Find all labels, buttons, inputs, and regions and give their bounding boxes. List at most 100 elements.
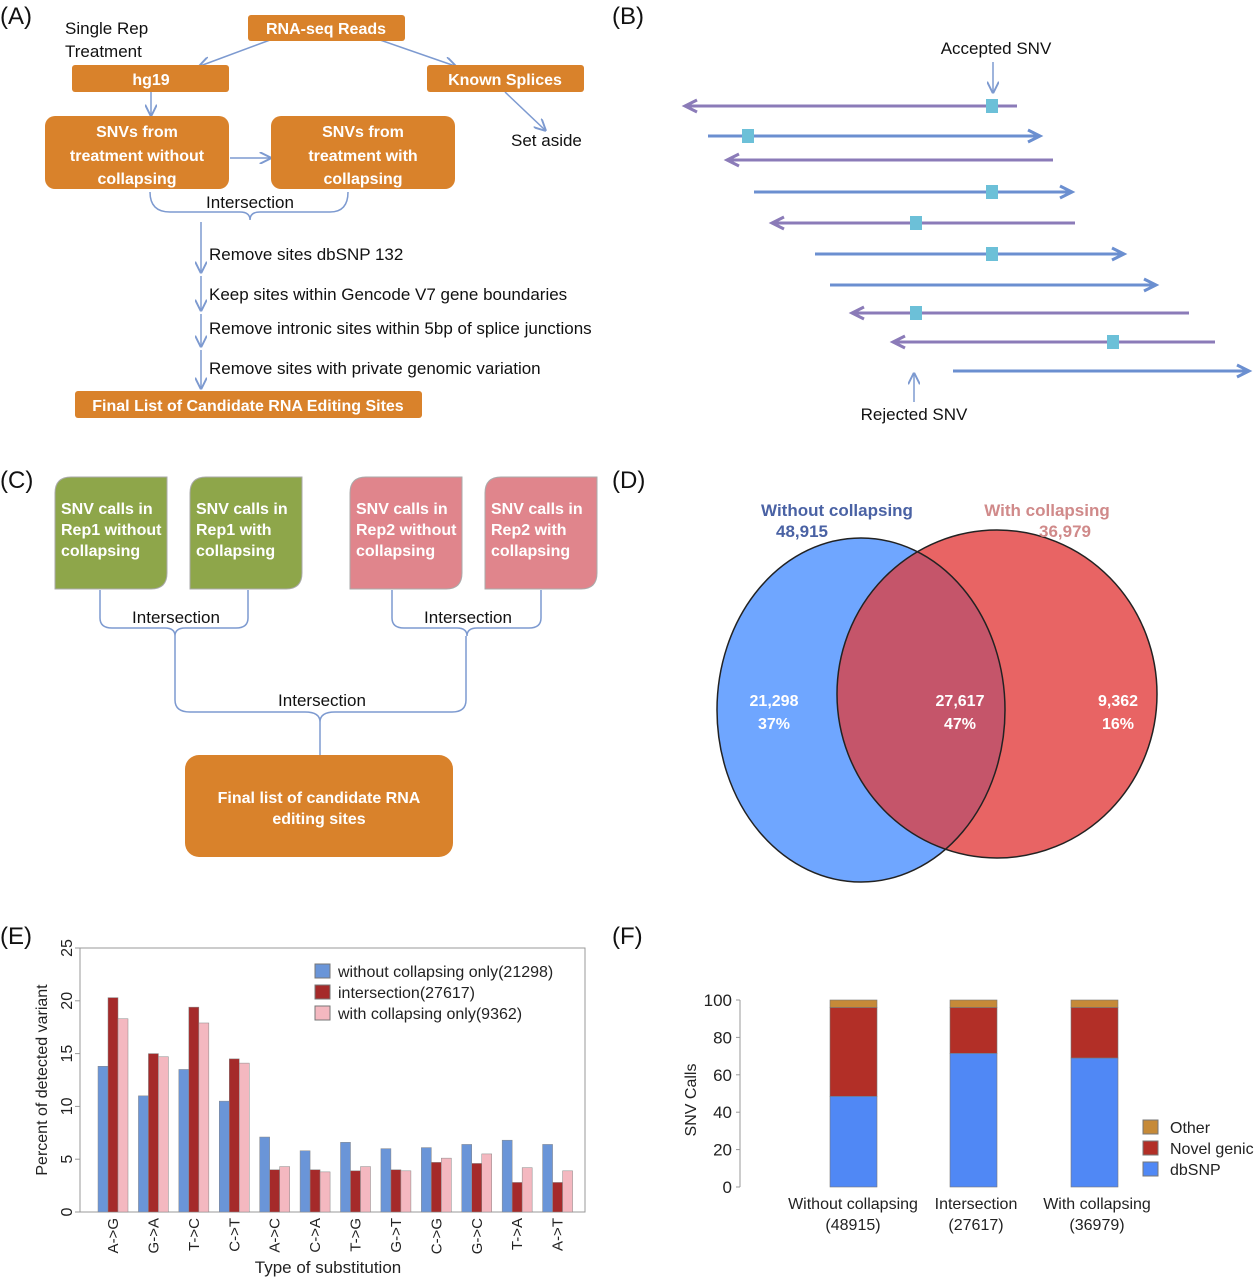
legend-swatch — [1142, 1119, 1159, 1135]
intersection-label: Intersection — [424, 608, 512, 627]
panel-a-flowchart — [150, 39, 545, 388]
x-tick-label: Without collapsing — [788, 1196, 918, 1213]
bar — [481, 1153, 492, 1213]
bar — [542, 1144, 553, 1213]
snv-marker — [986, 99, 998, 113]
x-axis-label: Type of substitution — [255, 1258, 401, 1277]
y-tick-label: 20 — [713, 1141, 732, 1160]
snv-calls-box-line: collapsing — [196, 543, 275, 560]
bar — [340, 1142, 351, 1213]
x-tick-label: T->G — [348, 1218, 365, 1252]
chart-e-substitution: 0 5 10 15 20 25 Percent of detected variant A->… — [34, 939, 586, 1277]
snv-calls-box — [54, 476, 168, 590]
bar — [239, 1062, 250, 1213]
final-candidate-line: Final list of candidate RNA — [218, 790, 421, 807]
venn-right-title: With collapsing — [984, 501, 1109, 520]
snv-marker — [986, 185, 998, 199]
bar — [501, 1139, 513, 1213]
panel-label-b: (B) — [612, 3, 644, 30]
read-arrowhead — [848, 305, 865, 321]
snv-calls-box-line: SNV calls in — [356, 501, 448, 518]
bar — [107, 997, 119, 1213]
known-splices-label: Known Splices — [448, 72, 562, 89]
y-axis-label: SNV Calls — [683, 1064, 700, 1137]
read-arrowhead — [681, 98, 698, 114]
final-list-label: Final List of Candidate RNA Editing Site… — [92, 398, 404, 415]
snv-marker — [1107, 335, 1119, 349]
legend-swatch — [1142, 1161, 1159, 1177]
stacked-bar-segment — [1070, 999, 1119, 1008]
snv-calls-box-line: SNV calls in — [196, 501, 288, 518]
single-rep-label: Single Rep — [65, 19, 148, 38]
bar — [552, 1182, 563, 1213]
x-tick-label: G->C — [469, 1218, 486, 1254]
x-tick-label: C->G — [428, 1218, 445, 1254]
panel-label-e: (E) — [0, 923, 32, 950]
snv-marker — [910, 216, 922, 230]
y-tick-label: 20 — [59, 992, 76, 1010]
bar — [178, 1069, 190, 1213]
snv-calls-box-line: SNV calls in — [61, 501, 153, 518]
bar — [400, 1170, 412, 1213]
rejected-snv-label: Rejected SNV — [861, 405, 968, 424]
x-tick-label: T->A — [509, 1218, 526, 1250]
read-arrowhead — [1236, 363, 1253, 379]
treatment-label: Treatment — [65, 42, 142, 61]
legend-label: dbSNP — [1170, 1162, 1221, 1179]
y-tick-label: 40 — [713, 1103, 732, 1122]
venn-right-total: 36,979 — [1039, 522, 1091, 541]
snv-without-box — [45, 116, 229, 189]
snv-calls-box — [349, 476, 463, 590]
x-tick-label: With collapsing — [1043, 1196, 1151, 1213]
y-tick-label: 60 — [713, 1066, 732, 1085]
read-arrowhead — [1027, 128, 1044, 144]
rna-seq-reads-label: RNA-seq Reads — [266, 21, 386, 38]
venn-left-count: 21,298 — [750, 693, 799, 710]
panel-label-a: (A) — [0, 3, 32, 30]
panel-label-f: (F) — [612, 923, 643, 950]
bar — [309, 1169, 321, 1213]
y-tick-label: 0 — [59, 1207, 76, 1216]
snv-calls-box-line: collapsing — [356, 543, 435, 560]
venn-outline — [836, 529, 1158, 859]
snv-without-line: SNVs from — [96, 124, 178, 141]
bar — [299, 1150, 311, 1213]
bar — [380, 1148, 392, 1213]
y-tick-label: 5 — [59, 1155, 76, 1164]
legend-label: Novel genic — [1170, 1141, 1254, 1158]
final-list-box — [75, 391, 422, 418]
snv-without-line: treatment without — [70, 148, 205, 165]
snv-calls-box-line: Rep2 with — [491, 522, 567, 539]
bar — [511, 1182, 523, 1213]
snv-calls-box-line: Rep1 without — [61, 522, 162, 539]
snv-calls-box-line: collapsing — [61, 543, 140, 560]
bar — [117, 1018, 129, 1213]
filter-step: Remove intronic sites within 5bp of spli… — [209, 319, 592, 338]
read-arrowhead — [768, 215, 785, 231]
venn-left-total: 48,915 — [776, 522, 828, 541]
bar — [390, 1169, 402, 1213]
snv-with-box — [271, 116, 455, 189]
x-tick-label: A->G — [105, 1218, 122, 1253]
panel-b-reads — [681, 98, 1253, 379]
read-arrowhead — [889, 334, 906, 350]
x-tick-label: G->A — [145, 1218, 162, 1253]
bar — [471, 1163, 482, 1213]
bar — [360, 1166, 371, 1213]
y-axis-label: Percent of detected variant — [34, 984, 51, 1176]
x-tick-label: A->T — [550, 1218, 567, 1251]
legend-swatch — [314, 1005, 331, 1021]
stacked-bar-segment — [829, 1007, 878, 1097]
stacked-bar-segment — [829, 1096, 878, 1188]
legend-label: Other — [1170, 1120, 1211, 1137]
set-aside-label: Set aside — [511, 131, 582, 150]
chart-f-snv-calls: 0 20 40 60 80 100 SNV Calls Without collapsing (… — [683, 991, 1254, 1234]
snv-with-line: treatment with — [308, 148, 417, 165]
snv-calls-box-line: Rep1 with — [196, 522, 272, 539]
y-tick-label: 100 — [704, 991, 732, 1010]
snv-marker — [742, 129, 754, 143]
filter-step: Keep sites within Gencode V7 gene bounda… — [209, 285, 567, 304]
snv-calls-box — [189, 476, 303, 590]
bar — [279, 1166, 290, 1213]
